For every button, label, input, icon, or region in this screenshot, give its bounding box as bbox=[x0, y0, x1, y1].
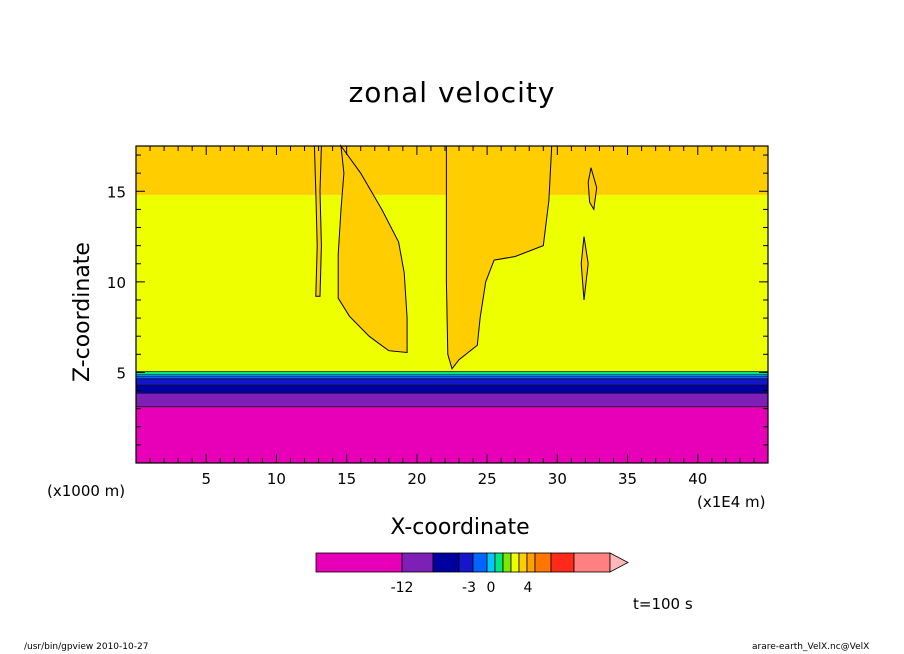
footer-variable: arare-earth_VelX.nc@VelX bbox=[752, 642, 870, 652]
colorbar-box-1 bbox=[401, 552, 434, 573]
colorbar-label: 0 bbox=[487, 580, 496, 596]
contour-layer-4 bbox=[136, 376, 768, 379]
contour-region-0 bbox=[337, 144, 408, 354]
contour-region-4 bbox=[580, 236, 589, 301]
contour-region-2 bbox=[313, 145, 322, 297]
contour-layer-2 bbox=[136, 385, 768, 394]
time-label: t=100 s bbox=[633, 595, 693, 613]
contour-layer-1 bbox=[136, 393, 768, 407]
contour-region-1 bbox=[445, 145, 553, 370]
contour-region-3 bbox=[587, 167, 598, 211]
colorbar-box-10 bbox=[526, 552, 536, 573]
colorbar-label: -3 bbox=[462, 580, 476, 596]
colorbar-box-11 bbox=[534, 552, 552, 573]
y-tick-label: 10 bbox=[107, 274, 126, 292]
colorbar-label: -12 bbox=[391, 580, 414, 596]
x-tick-label: 10 bbox=[267, 470, 286, 488]
colorbar-box-3 bbox=[458, 552, 474, 573]
x-tick-label: 40 bbox=[688, 470, 707, 488]
y-tick-label: 15 bbox=[107, 183, 126, 201]
x-tick-label: 15 bbox=[337, 470, 356, 488]
colorbar-box-12 bbox=[550, 552, 575, 573]
x-tick-label: 20 bbox=[407, 470, 426, 488]
colorbar-box-8 bbox=[510, 552, 520, 573]
x-tick-label: 35 bbox=[618, 470, 637, 488]
x-scale-note: (x1E4 m) bbox=[697, 493, 766, 511]
chart-title: zonal velocity bbox=[348, 76, 556, 109]
colorbar-arrow bbox=[609, 552, 629, 573]
x-tick-label: 25 bbox=[478, 470, 497, 488]
y-tick-label: 5 bbox=[116, 364, 126, 382]
colorbar-box-13 bbox=[573, 552, 611, 573]
colorbar-box-2 bbox=[432, 552, 460, 573]
colorbar-box-5 bbox=[486, 552, 496, 573]
x-tick-label: 5 bbox=[201, 470, 211, 488]
colorbar-box-0 bbox=[315, 552, 403, 573]
x-tick-label: 30 bbox=[548, 470, 567, 488]
colorbar-box-9 bbox=[518, 552, 528, 573]
colorbar-label: 4 bbox=[524, 580, 533, 596]
contour-layer-6 bbox=[136, 371, 768, 375]
x-axis-label: X-coordinate bbox=[390, 515, 530, 540]
footer-source: /usr/bin/gpview 2010-10-27 bbox=[24, 642, 149, 652]
contour-layer-3 bbox=[136, 378, 768, 386]
contour-layer-5 bbox=[136, 374, 768, 377]
colorbar-box-6 bbox=[494, 552, 504, 573]
x-unit-label: (x1000 m) bbox=[47, 482, 126, 500]
plot-frame bbox=[135, 145, 769, 464]
colorbar-box-4 bbox=[472, 552, 488, 573]
y-axis-label: Z-coordinate bbox=[70, 242, 95, 382]
contour-layer-0 bbox=[136, 406, 768, 463]
colorbar-box-7 bbox=[502, 552, 512, 573]
